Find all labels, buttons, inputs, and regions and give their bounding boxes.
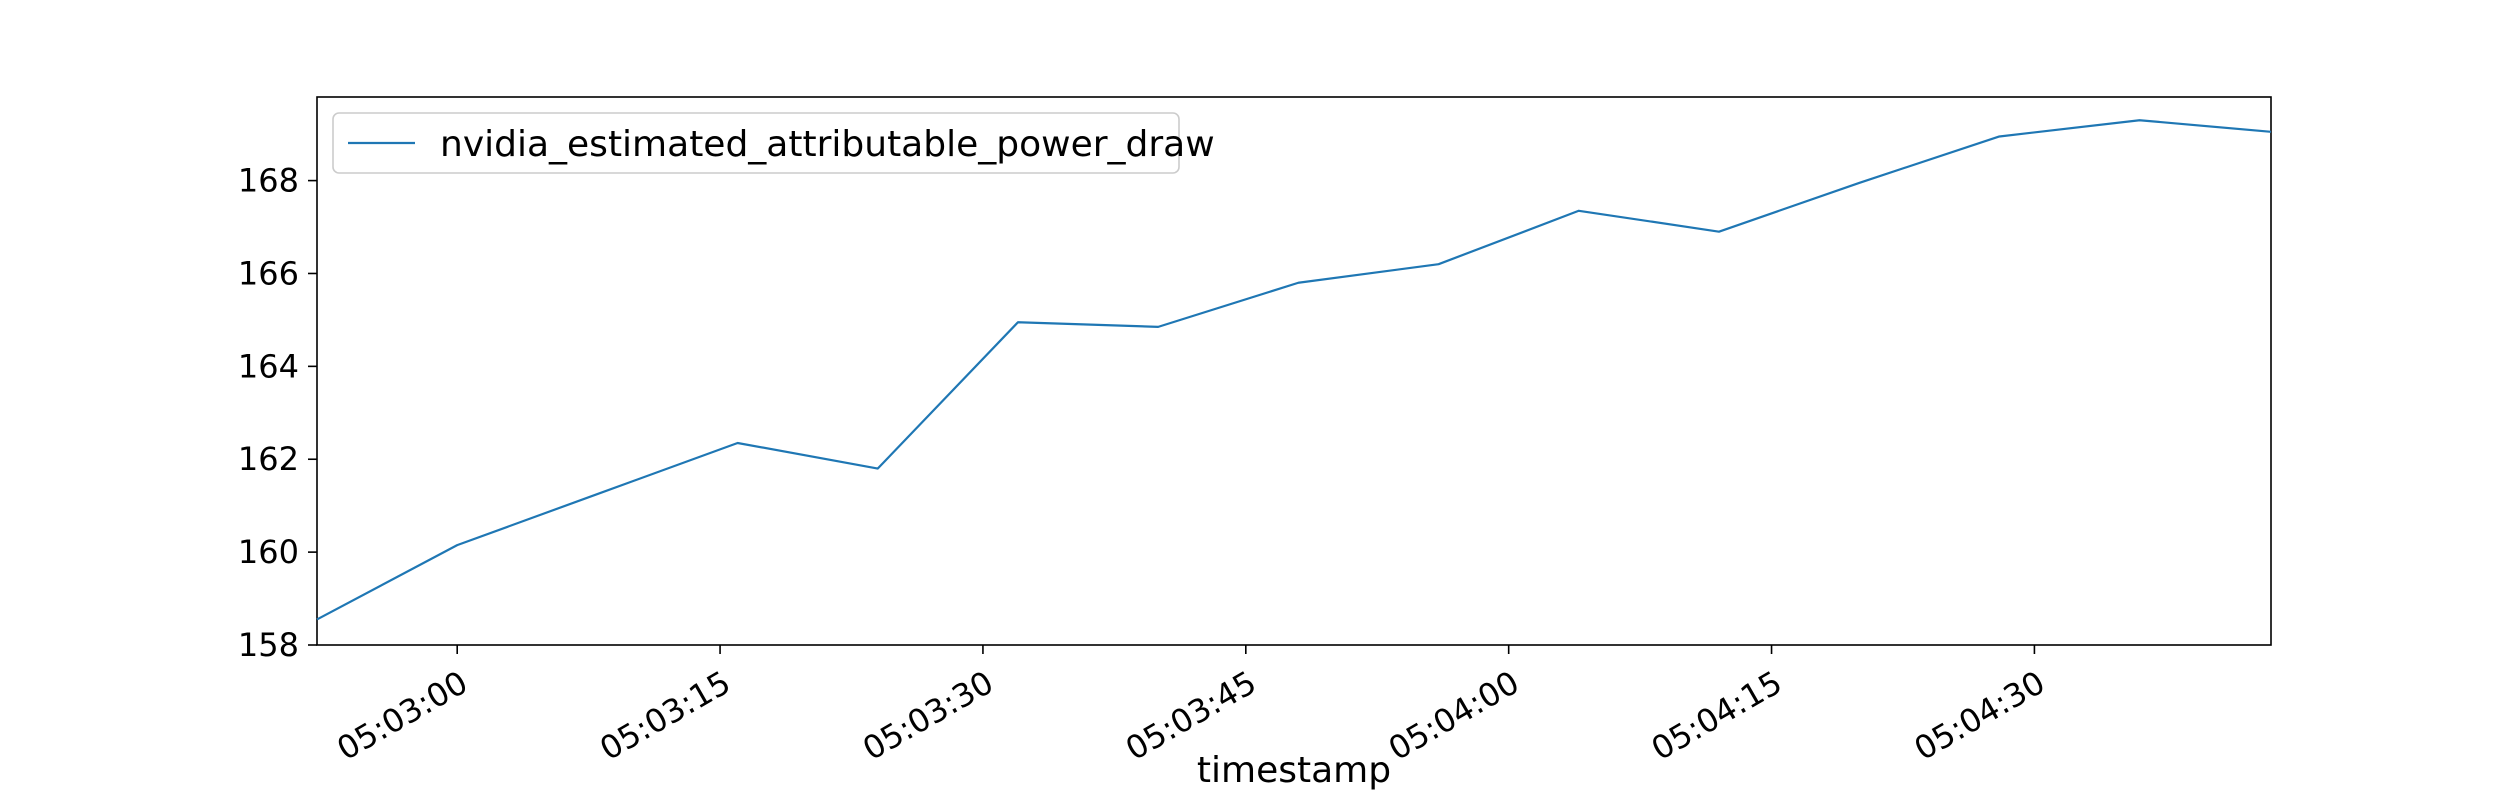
x-axis-label: timestamp bbox=[1197, 750, 1391, 791]
x-tick-label: 05:03:00 bbox=[331, 663, 474, 768]
y-axis: 158 160 162 164 166 168 bbox=[238, 162, 317, 664]
x-tick-label: 05:03:30 bbox=[856, 663, 999, 768]
series-layer bbox=[316, 119, 2272, 621]
legend-box bbox=[332, 112, 1180, 174]
y-tick-label: 166 bbox=[238, 254, 299, 292]
x-tick-label: 05:04:15 bbox=[1645, 663, 1788, 768]
plot-area bbox=[316, 96, 2272, 646]
series-line-0 bbox=[316, 119, 2272, 621]
x-tick-label: 05:03:15 bbox=[593, 663, 736, 768]
y-tick-label: 160 bbox=[238, 533, 299, 571]
y-tick-label: 162 bbox=[238, 440, 299, 478]
plot-frame bbox=[316, 96, 2272, 646]
x-tick-label: 05:04:00 bbox=[1382, 663, 1525, 768]
x-axis: 05:03:00 05:03:15 05:03:30 05:03:45 05:04:00… bbox=[331, 645, 2051, 768]
legend: nvidia_estimated_attributable_power_draw bbox=[332, 112, 1215, 174]
y-tick-label: 164 bbox=[238, 347, 299, 385]
y-tick-label: 168 bbox=[238, 162, 299, 200]
legend-label: nvidia_estimated_attributable_power_draw bbox=[440, 124, 1215, 165]
y-tick-label: 158 bbox=[238, 626, 299, 664]
x-tick-label: 05:04:30 bbox=[1908, 663, 2051, 768]
